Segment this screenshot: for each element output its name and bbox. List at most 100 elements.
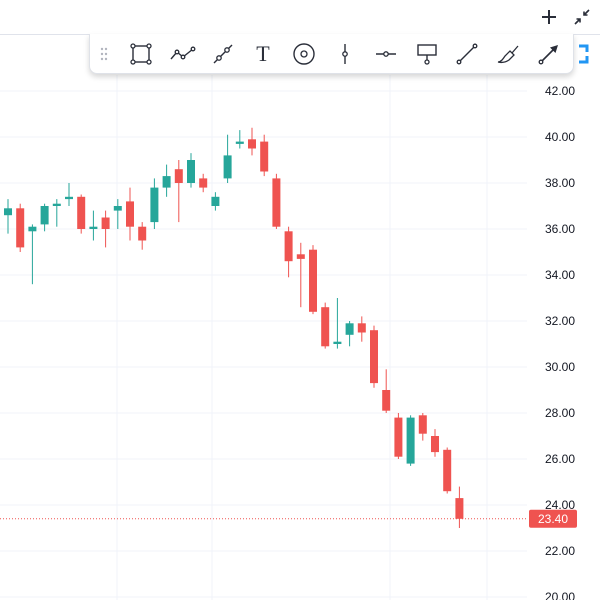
y-tick-label: 22.00 [545,544,575,558]
drawing-toolbar: T [89,34,574,74]
svg-text:T: T [257,42,271,66]
candle-body [382,390,390,411]
candle[interactable] [382,369,390,413]
candle[interactable] [370,326,378,388]
y-tick-label: 26.00 [545,452,575,466]
vertical-line-icon [333,42,357,66]
candle-body [248,139,256,148]
brush-tool[interactable] [491,37,525,71]
candle[interactable] [309,245,317,314]
path-icon [168,42,196,66]
candles [4,128,463,528]
current-price-line: 23.40 [0,510,577,528]
candle-body [419,415,427,433]
candle-body [138,227,146,241]
candle[interactable] [346,321,354,346]
line-tool[interactable] [451,37,485,71]
candle[interactable] [248,128,256,156]
candle[interactable] [4,199,12,234]
candle-body [187,160,195,183]
drag-handle-icon[interactable] [98,46,110,62]
candle-body [431,436,439,452]
y-tick-label: 38.00 [545,176,575,190]
candle[interactable] [163,165,171,197]
candle-body [65,197,73,199]
candle[interactable] [187,153,195,188]
y-tick-label: 28.00 [545,406,575,420]
candle-body [407,418,415,464]
candle[interactable] [419,413,427,441]
text-icon: T [251,42,275,66]
candle-body [260,142,268,172]
candle-body [333,342,341,344]
candle-body [102,218,110,230]
candle-body [53,204,61,206]
target-icon [291,41,317,67]
candle[interactable] [358,316,366,341]
text-tool[interactable]: T [246,37,280,71]
candle-body [394,418,402,457]
candle[interactable] [114,199,122,229]
candle[interactable] [272,174,280,229]
candle-body [4,208,12,215]
trend-line-tool[interactable] [206,37,240,71]
candle[interactable] [394,413,402,459]
y-tick-label: 36.00 [545,222,575,236]
candle[interactable] [65,183,73,206]
path-tool[interactable] [165,37,199,71]
y-tick-label: 20.00 [545,590,575,600]
candle[interactable] [16,204,24,252]
tool-overflow-icon[interactable] [573,38,600,70]
candle[interactable] [260,135,268,176]
candle[interactable] [211,192,219,210]
candle-body [272,178,280,226]
candle[interactable] [455,487,463,528]
candle[interactable] [77,195,85,234]
candle-body [236,142,244,144]
candle[interactable] [443,448,451,494]
candle[interactable] [431,429,439,457]
candle-body [309,250,317,312]
rectangle-tool[interactable] [124,37,158,71]
candle-body [297,254,305,259]
candle[interactable] [236,130,244,148]
candle[interactable] [333,298,341,349]
candle[interactable] [175,160,183,222]
candle[interactable] [89,211,97,241]
y-tick-label: 30.00 [545,360,575,374]
candle[interactable] [138,222,146,250]
candle-body [150,188,158,223]
candle[interactable] [126,188,134,241]
brush-icon [495,42,521,66]
arrow-tool[interactable] [532,37,566,71]
candle-body [41,206,49,224]
candle-body [114,206,122,211]
candle-body [175,169,183,183]
candle[interactable] [150,178,158,229]
candle[interactable] [407,415,415,466]
vertical-line-tool[interactable] [328,37,362,71]
target-tool[interactable] [287,37,321,71]
candle-body [443,450,451,491]
candle-body [358,323,366,332]
y-tick-label: 40.00 [545,130,575,144]
candle[interactable] [53,199,61,227]
horizontal-line-tool[interactable] [369,37,403,71]
callout-icon [415,42,439,66]
candle-body [321,307,329,346]
candle-body [163,176,171,188]
candle-body [126,201,134,226]
candle[interactable] [321,303,329,349]
line-icon [455,42,479,66]
callout-tool[interactable] [410,37,444,71]
candle[interactable] [285,227,293,278]
y-tick-label: 34.00 [545,268,575,282]
trend-line-icon [211,42,235,66]
candle[interactable] [199,174,207,192]
candle[interactable] [41,204,49,232]
candle[interactable] [224,135,232,183]
candle[interactable] [102,211,110,248]
candle-body [199,178,207,187]
